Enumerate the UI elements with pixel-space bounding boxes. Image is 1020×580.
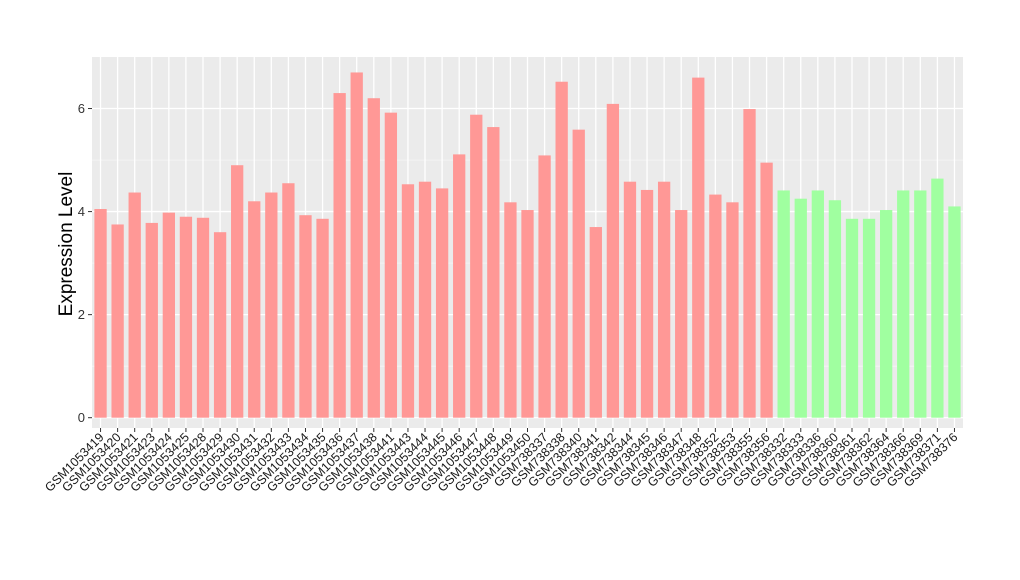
bar-GSM1053450 bbox=[521, 210, 534, 418]
bar-GSM738341 bbox=[589, 227, 602, 418]
bar-GSM738371 bbox=[931, 178, 944, 418]
bar-GSM738360 bbox=[828, 200, 842, 418]
bar-GSM738376 bbox=[948, 206, 961, 418]
bar-GSM738361 bbox=[845, 218, 859, 418]
bar-GSM1053436 bbox=[333, 93, 346, 418]
bar-GSM1053432 bbox=[265, 192, 278, 418]
y-tick-label: 4 bbox=[78, 204, 85, 219]
bar-GSM1053419 bbox=[94, 209, 107, 418]
bar-GSM1053425 bbox=[179, 216, 193, 418]
bar-GSM1053430 bbox=[231, 165, 244, 418]
y-tick-label: 6 bbox=[78, 101, 85, 116]
bar-GSM738344 bbox=[623, 181, 637, 418]
bar-GSM738333 bbox=[794, 198, 807, 418]
bar-GSM1053434 bbox=[299, 215, 312, 418]
bar-GSM1053429 bbox=[213, 232, 227, 418]
bar-GSM1053441 bbox=[384, 112, 398, 418]
bar-GSM1053447 bbox=[470, 114, 483, 418]
bar-GSM738337 bbox=[538, 155, 551, 418]
bar-GSM738356 bbox=[760, 162, 773, 418]
bar-GSM1053445 bbox=[435, 188, 449, 418]
bar-GSM738338 bbox=[555, 81, 568, 418]
bar-GSM738342 bbox=[606, 103, 620, 418]
bar-GSM1053421 bbox=[128, 192, 141, 418]
x-axis: GSM1053419GSM1053420GSM1053421GSM1053423… bbox=[42, 428, 961, 495]
bar-GSM1053444 bbox=[418, 181, 432, 418]
bar-GSM738347 bbox=[675, 210, 688, 418]
bar-GSM1053438 bbox=[367, 98, 380, 418]
bar-GSM738352 bbox=[709, 194, 722, 418]
y-axis-title: Expression Level bbox=[56, 172, 77, 317]
bar-GSM738353 bbox=[726, 202, 739, 418]
bar-GSM738362 bbox=[862, 218, 876, 418]
bar-GSM738366 bbox=[897, 190, 910, 418]
bar-GSM738369 bbox=[914, 190, 927, 418]
bar-GSM1053428 bbox=[196, 217, 210, 418]
bars bbox=[94, 72, 961, 418]
bar-GSM1053437 bbox=[350, 72, 363, 418]
y-axis: 0 2 4 6 bbox=[78, 101, 92, 425]
y-tick-label: 0 bbox=[78, 410, 85, 425]
bar-GSM738355 bbox=[743, 109, 756, 418]
bar-GSM1053423 bbox=[145, 222, 158, 418]
bar-GSM738346 bbox=[657, 181, 671, 418]
bar-GSM738336 bbox=[811, 190, 824, 418]
bar-GSM738348 bbox=[692, 77, 705, 418]
bar-GSM1053433 bbox=[282, 183, 295, 418]
bar-GSM1053448 bbox=[487, 127, 500, 418]
bar-GSM738332 bbox=[777, 190, 790, 418]
bar-GSM1053431 bbox=[248, 201, 261, 418]
bar-GSM1053449 bbox=[504, 202, 517, 418]
bar-GSM738340 bbox=[572, 129, 585, 418]
bar-GSM1053443 bbox=[401, 184, 415, 418]
bar-GSM1053435 bbox=[316, 218, 329, 418]
bar-GSM738364 bbox=[879, 210, 893, 418]
y-tick-label: 2 bbox=[78, 307, 85, 322]
bar-GSM1053424 bbox=[162, 212, 176, 418]
bar-GSM738345 bbox=[640, 189, 654, 418]
bar-GSM1053420 bbox=[111, 224, 124, 418]
bar-GSM1053446 bbox=[453, 154, 466, 418]
